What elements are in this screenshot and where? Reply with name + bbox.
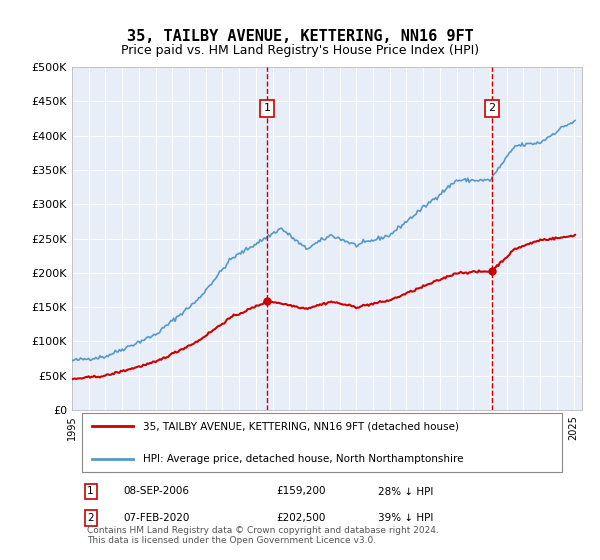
Text: HPI: Average price, detached house, North Northamptonshire: HPI: Average price, detached house, Nort… [143,454,464,464]
FancyBboxPatch shape [82,413,562,472]
Text: 35, TAILBY AVENUE, KETTERING, NN16 9FT (detached house): 35, TAILBY AVENUE, KETTERING, NN16 9FT (… [143,421,460,431]
Text: 2: 2 [88,513,94,523]
Text: 28% ↓ HPI: 28% ↓ HPI [378,487,433,497]
Text: £159,200: £159,200 [276,487,325,497]
Text: 08-SEP-2006: 08-SEP-2006 [123,487,189,497]
Text: £202,500: £202,500 [276,513,325,523]
Text: 2: 2 [488,104,496,113]
Text: Price paid vs. HM Land Registry's House Price Index (HPI): Price paid vs. HM Land Registry's House … [121,44,479,57]
Text: Contains HM Land Registry data © Crown copyright and database right 2024.
This d: Contains HM Land Registry data © Crown c… [88,526,439,545]
Text: 1: 1 [264,104,271,113]
Text: 39% ↓ HPI: 39% ↓ HPI [378,513,433,523]
Text: 1: 1 [88,487,94,497]
Text: 35, TAILBY AVENUE, KETTERING, NN16 9FT: 35, TAILBY AVENUE, KETTERING, NN16 9FT [127,29,473,44]
Text: 07-FEB-2020: 07-FEB-2020 [123,513,190,523]
